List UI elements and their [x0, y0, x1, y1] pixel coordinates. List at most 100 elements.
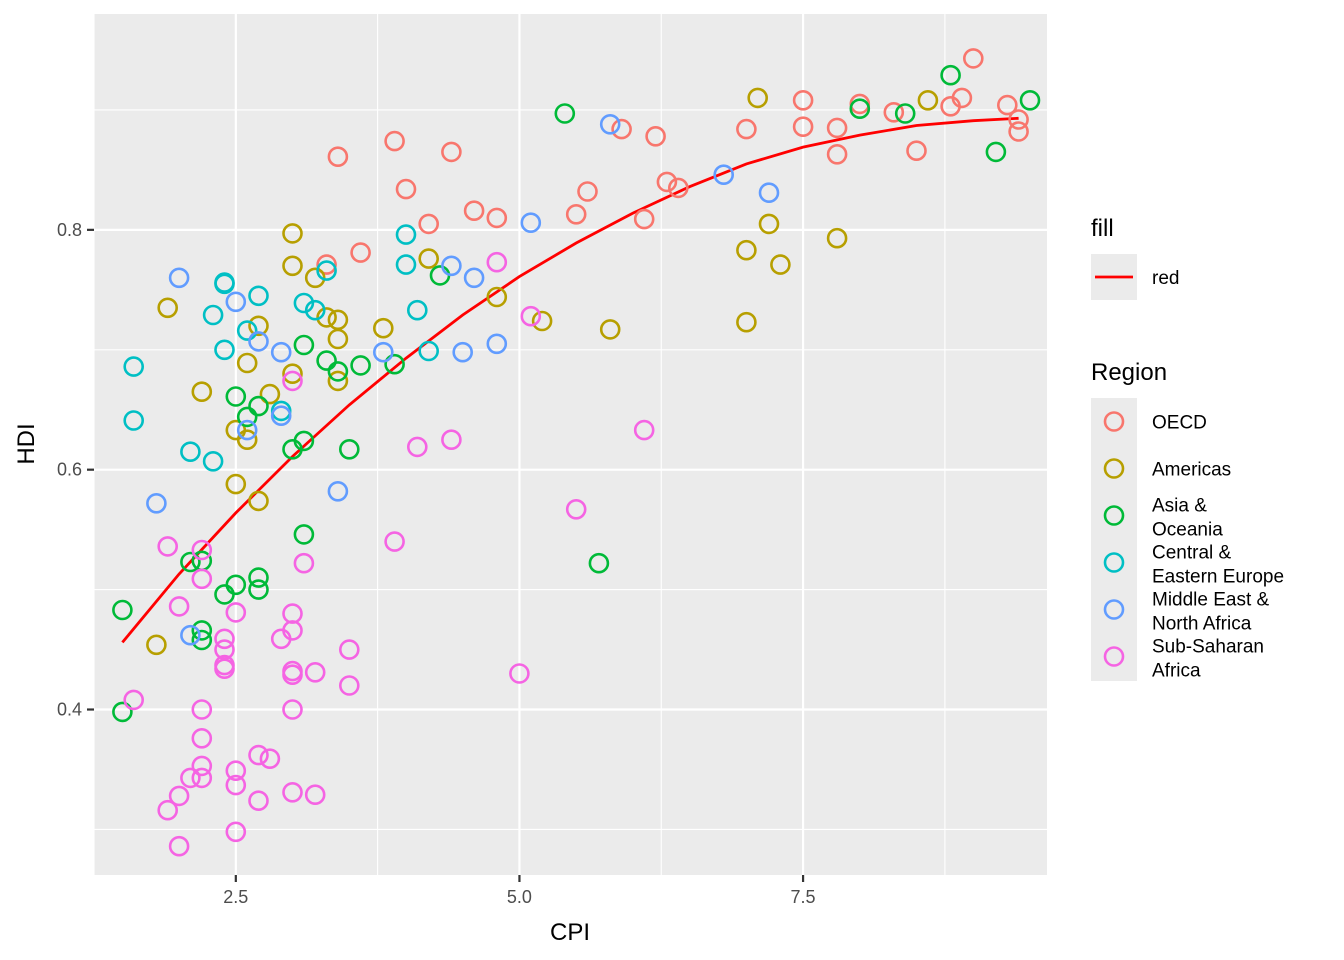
data-point-series-4: [270, 341, 292, 363]
data-point-series-0: [316, 254, 337, 275]
data-point-series-5: [157, 799, 178, 821]
data-point-series-3: [293, 292, 315, 314]
data-point-series-5: [486, 251, 508, 273]
data-point-series-2: [293, 524, 315, 545]
region-legend-title: Region: [1091, 359, 1167, 386]
data-point-series-2: [248, 395, 269, 417]
data-point-series-4: [463, 267, 485, 289]
data-point-series-5: [225, 760, 247, 782]
legend-label-line: North Africa: [1152, 614, 1252, 635]
region-legend-key-bg: [1091, 398, 1137, 681]
data-point-series-4: [146, 492, 167, 514]
data-point-series-5: [509, 663, 530, 684]
data-point-series-1: [225, 473, 247, 495]
data-point-series-0: [826, 117, 848, 139]
data-point-series-2: [588, 552, 610, 574]
data-point-series-2: [112, 599, 133, 621]
data-point-series-1: [327, 328, 349, 350]
data-point-series-4: [452, 341, 474, 363]
data-point-series-1: [304, 267, 326, 289]
data-point-series-2: [849, 98, 871, 119]
data-point-series-5: [225, 602, 247, 623]
data-point-series-1: [248, 315, 269, 337]
x-tick-label: 5.0: [507, 887, 532, 907]
data-point-series-0: [826, 144, 848, 165]
data-point-series-2: [316, 350, 337, 371]
data-point-series-5: [168, 835, 190, 857]
legend-marker-series-5: [1103, 646, 1125, 667]
data-point-series-5: [168, 785, 190, 807]
data-point-series-3: [236, 320, 258, 341]
data-point-series-1: [146, 634, 167, 656]
data-point-series-0: [350, 242, 371, 263]
data-point-series-5: [565, 498, 587, 520]
data-point-series-2: [293, 334, 315, 356]
data-point-series-4: [236, 419, 258, 441]
data-point-series-0: [951, 87, 973, 109]
data-point-series-5: [282, 660, 303, 682]
data-point-series-4: [327, 480, 349, 502]
legend-label-line: Sub-Saharan: [1152, 637, 1264, 658]
data-point-series-2: [236, 406, 258, 428]
data-point-series-5: [338, 675, 360, 696]
data-point-series-5: [304, 784, 326, 806]
data-point-series-1: [191, 381, 213, 403]
data-point-series-3: [304, 299, 326, 321]
legend-label-series-0: OECD: [1152, 413, 1207, 434]
data-point-series-3: [202, 450, 224, 472]
data-point-series-0: [645, 126, 666, 147]
data-point-series-1: [327, 370, 349, 392]
data-point-series-0: [463, 200, 485, 221]
data-point-series-0: [792, 90, 814, 111]
trend-legend-key: [1091, 254, 1137, 300]
axes-layer: 2.5 5.0 7.5 0.4 0.6 0.8: [57, 220, 816, 907]
legend-label-series-2: Asia & Oceania: [1152, 496, 1223, 541]
data-point-series-2: [293, 430, 315, 452]
data-point-series-3: [395, 254, 417, 275]
points-layer: [112, 48, 1041, 857]
trend-legend-label: red: [1152, 268, 1179, 289]
data-point-series-5: [384, 531, 405, 552]
data-point-series-1: [418, 248, 440, 269]
data-point-series-4: [270, 405, 292, 427]
data-point-series-5: [157, 536, 178, 557]
data-point-series-2: [338, 438, 360, 460]
data-point-series-3: [180, 441, 201, 463]
data-point-series-1: [259, 383, 281, 405]
legend-label-line: Eastern Europe: [1152, 567, 1284, 588]
legend-label-series-5: Sub-Saharan Africa: [1152, 637, 1264, 682]
x-axis-title: CPI: [550, 919, 590, 946]
data-point-series-5: [225, 774, 247, 796]
data-point-series-3: [316, 260, 337, 281]
data-point-series-3: [418, 340, 440, 362]
data-point-series-5: [191, 727, 213, 749]
data-point-series-2: [327, 361, 349, 382]
data-point-series-5: [214, 658, 235, 680]
data-point-series-5: [191, 755, 213, 777]
data-point-series-0: [327, 146, 349, 167]
data-point-series-3: [123, 410, 144, 431]
data-point-series-1: [282, 363, 303, 385]
data-point-series-4: [486, 333, 508, 355]
data-point-series-1: [372, 317, 394, 339]
legend-label-series-3: Central & Eastern Europe: [1152, 543, 1284, 588]
legend-marker-series-1: [1103, 458, 1125, 479]
data-point-series-1: [531, 310, 553, 332]
x-tick-label: 7.5: [791, 887, 816, 907]
data-point-series-2: [894, 103, 916, 124]
data-point-series-0: [395, 178, 417, 200]
data-point-series-4: [168, 267, 190, 289]
data-point-series-2: [1019, 90, 1041, 111]
data-point-series-0: [565, 204, 587, 225]
legend-label-line: Asia &: [1152, 496, 1207, 517]
data-point-series-0: [962, 48, 984, 69]
legend-label-line: Oceania: [1152, 520, 1223, 541]
data-point-series-0: [906, 140, 927, 161]
legend-marker-series-4: [1103, 599, 1125, 620]
data-point-series-0: [418, 213, 440, 235]
data-point-series-2: [191, 620, 213, 641]
data-point-series-4: [441, 255, 462, 277]
data-point-series-4: [520, 212, 542, 233]
data-point-series-1: [486, 286, 508, 308]
